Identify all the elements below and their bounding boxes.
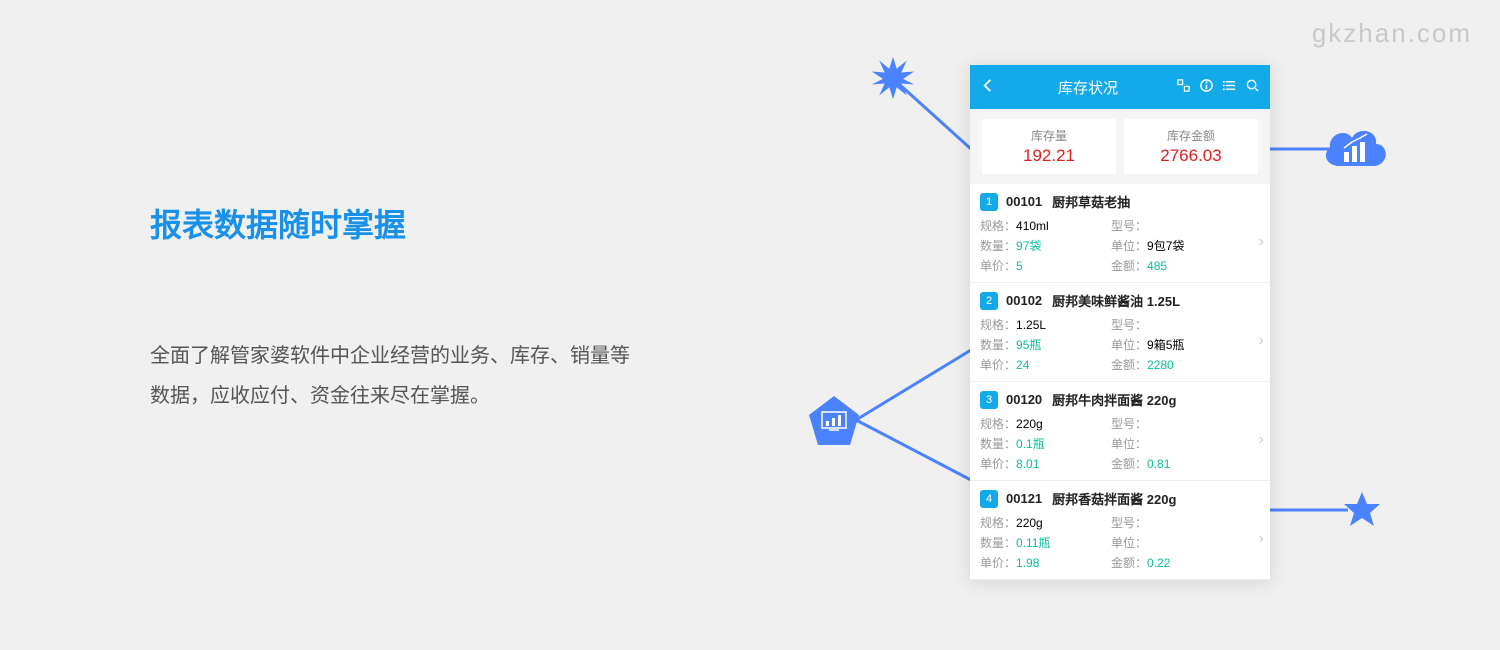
scan-icon[interactable] [1176, 78, 1191, 97]
summary-bar: 库存量 192.21 库存金额 2766.03 [970, 109, 1270, 184]
search-icon[interactable] [1245, 78, 1260, 97]
item-code: 00102 [1006, 293, 1042, 308]
item-body: 规格：220g 型号： 数量：0.11瓶 单位： 单价：1.98 金额：0.22 [980, 514, 1260, 571]
item-name: 厨邦美味鲜酱油 1.25L [1052, 291, 1180, 310]
watermark: gkzhan.com [1312, 18, 1472, 49]
burst-icon [870, 55, 916, 101]
item-name: 厨邦草菇老抽 [1052, 192, 1130, 211]
header-title: 库存状况 [1000, 77, 1176, 98]
summary-qty-value: 192.21 [982, 146, 1116, 166]
item-body: 规格：410ml 型号： 数量：97袋 单位：9包7袋 单价：5 金额：485 [980, 217, 1260, 274]
item-body: 规格：220g 型号： 数量：0.1瓶 单位： 单价：8.01 金额：0.81 [980, 415, 1260, 472]
item-header: 4 00121 厨邦香菇拌面酱 220g [980, 481, 1260, 514]
description: 全面了解管家婆软件中企业经营的业务、库存、销量等数据，应收应付、资金往来尽在掌握… [150, 336, 630, 416]
chevron-right-icon: › [1259, 431, 1264, 449]
summary-qty: 库存量 192.21 [982, 119, 1116, 174]
item-header: 1 00101 厨邦草菇老抽 [980, 184, 1260, 217]
chevron-right-icon: › [1259, 332, 1264, 350]
summary-amount-value: 2766.03 [1124, 146, 1258, 166]
item-index: 1 [980, 193, 998, 211]
monitor-chart-icon [807, 394, 861, 448]
item-header: 2 00102 厨邦美味鲜酱油 1.25L [980, 283, 1260, 316]
inventory-item[interactable]: 3 00120 厨邦牛肉拌面酱 220g 规格：220g 型号： 数量：0.1瓶… [970, 382, 1270, 481]
chevron-right-icon: › [1259, 233, 1264, 251]
item-name: 厨邦香菇拌面酱 220g [1052, 489, 1176, 508]
item-index: 4 [980, 490, 998, 508]
item-code: 00121 [1006, 491, 1042, 506]
inventory-item[interactable]: 2 00102 厨邦美味鲜酱油 1.25L 规格：1.25L 型号： 数量：95… [970, 283, 1270, 382]
back-icon[interactable] [980, 78, 1000, 97]
item-code: 00101 [1006, 194, 1042, 209]
inventory-item[interactable]: 1 00101 厨邦草菇老抽 规格：410ml 型号： 数量：97袋 单位：9包… [970, 184, 1270, 283]
info-icon[interactable] [1199, 78, 1214, 97]
item-index: 3 [980, 391, 998, 409]
phone-screen: 库存状况 库存量 192.21 库存金额 2766.03 1 00101 厨邦草… [970, 65, 1270, 580]
summary-amount: 库存金额 2766.03 [1124, 119, 1258, 174]
chevron-right-icon: › [1259, 530, 1264, 548]
item-header: 3 00120 厨邦牛肉拌面酱 220g [980, 382, 1260, 415]
item-body: 规格：1.25L 型号： 数量：95瓶 单位：9箱5瓶 单价：24 金额：228… [980, 316, 1260, 373]
app-header: 库存状况 [970, 65, 1270, 109]
cloud-chart-icon [1320, 118, 1390, 178]
summary-qty-label: 库存量 [982, 127, 1116, 144]
inventory-item[interactable]: 4 00121 厨邦香菇拌面酱 220g 规格：220g 型号： 数量：0.11… [970, 481, 1270, 580]
item-name: 厨邦牛肉拌面酱 220g [1052, 390, 1176, 409]
marketing-text-block: 报表数据随时掌握 全面了解管家婆软件中企业经营的业务、库存、销量等数据，应收应付… [150, 200, 630, 416]
summary-amount-label: 库存金额 [1124, 127, 1258, 144]
list-icon[interactable] [1222, 78, 1237, 97]
item-index: 2 [980, 292, 998, 310]
headline: 报表数据随时掌握 [150, 200, 630, 246]
inventory-list: 1 00101 厨邦草菇老抽 规格：410ml 型号： 数量：97袋 单位：9包… [970, 184, 1270, 580]
item-code: 00120 [1006, 392, 1042, 407]
star-icon [1342, 490, 1382, 530]
